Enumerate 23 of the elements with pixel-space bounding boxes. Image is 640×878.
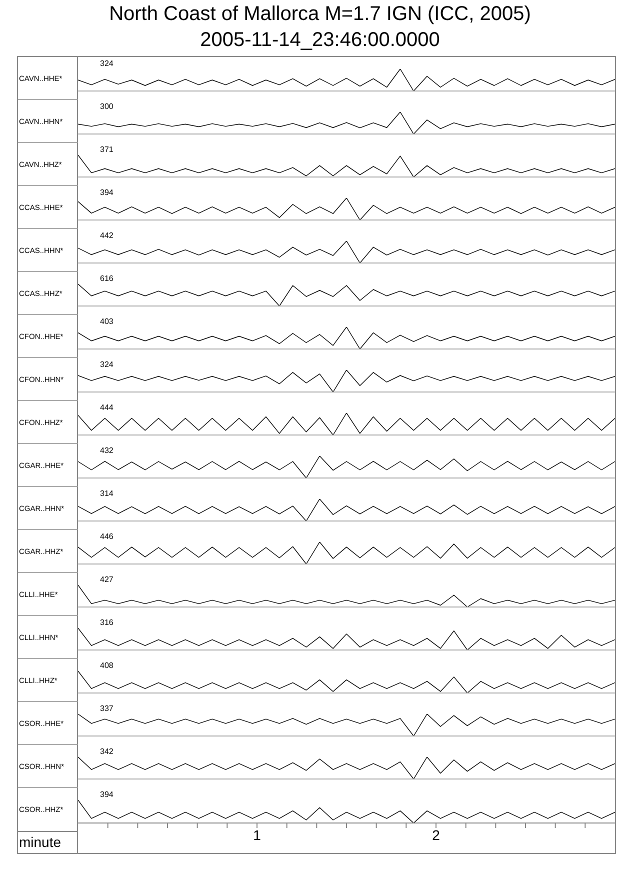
text: 408 xyxy=(100,661,114,670)
chart-subtitle: 2005-11-14_23:46:00.0000 xyxy=(199,28,441,53)
text: 337 xyxy=(100,704,114,713)
text: 442 xyxy=(100,231,114,240)
text: 394 xyxy=(100,188,114,197)
text: 324 xyxy=(100,360,114,369)
text: 427 xyxy=(100,575,114,584)
text: 394 xyxy=(100,790,114,799)
text: 316 xyxy=(100,618,114,627)
text: 342 xyxy=(100,747,114,756)
x-tick-label: 2 xyxy=(432,826,440,843)
text: 371 xyxy=(100,145,114,154)
text: 446 xyxy=(100,532,114,541)
chart-title: North Coast of Mallorca M=1.7 IGN (ICC, 2005) xyxy=(108,2,532,27)
text: 616 xyxy=(100,274,114,283)
text: 314 xyxy=(100,489,114,498)
x-axis-title: minute xyxy=(18,831,77,853)
text: 432 xyxy=(100,446,114,455)
text: 324 xyxy=(100,59,114,68)
x-tick-label: 1 xyxy=(253,826,262,843)
text: 300 xyxy=(100,102,114,111)
text: 444 xyxy=(100,403,114,412)
text: 403 xyxy=(100,317,114,326)
